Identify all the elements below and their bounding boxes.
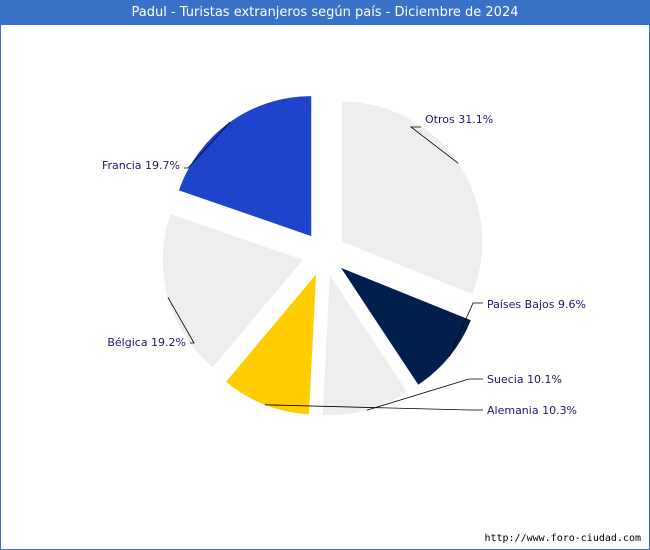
leader-line-alemania [264, 404, 483, 411]
leader-line-belgica [167, 297, 195, 344]
leader-line-otros [409, 126, 459, 164]
pie-slices [162, 96, 483, 416]
chart-title: Padul - Turistas extranjeros según país … [1, 1, 649, 25]
slice-francia [178, 96, 312, 237]
label-belgica: Bélgica 19.2% [107, 336, 186, 349]
label-paises-bajos: Países Bajos 9.6% [487, 298, 586, 311]
slice-suecia [322, 275, 408, 416]
source-link[interactable]: http://www.foro-ciudad.com [484, 533, 641, 544]
label-otros: Otros 31.1% [425, 113, 493, 126]
slice-paises-bajos [341, 267, 471, 385]
slice-alemania [226, 274, 316, 415]
slice-otros [342, 101, 483, 295]
slice-belgica [162, 214, 303, 368]
label-alemania: Alemania 10.3% [487, 404, 577, 417]
label-suecia: Suecia 10.1% [487, 373, 562, 386]
label-francia: Francia 19.7% [102, 159, 180, 172]
pie-labels: Otros 31.1% Países Bajos 9.6% Suecia 10.1%… [102, 113, 586, 417]
leader-line-francia [184, 121, 231, 169]
pie-leader-lines [167, 121, 483, 411]
leader-line-suecia [366, 378, 483, 411]
leader-line-paises-bajos [449, 302, 483, 357]
